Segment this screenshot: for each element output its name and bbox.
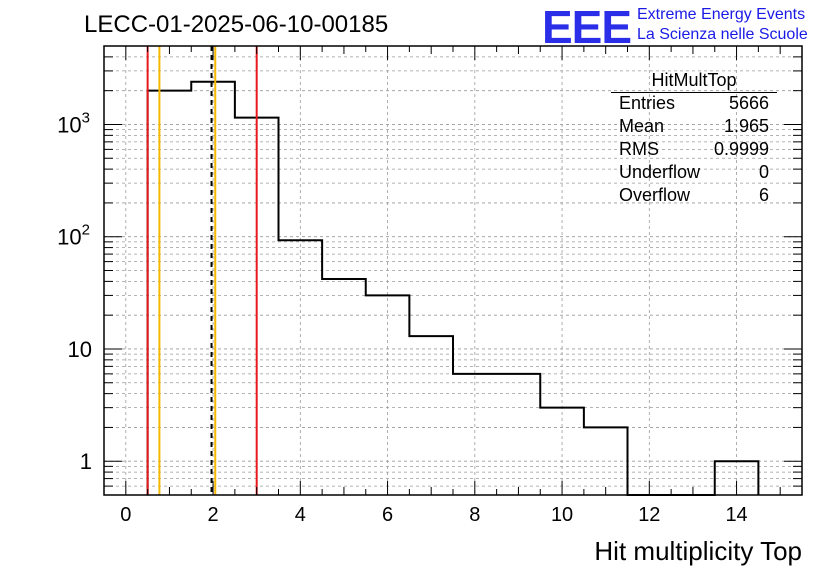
logo-mark: EEE <box>542 1 632 53</box>
stat-value: 0 <box>758 162 769 182</box>
stat-value: 0.9999 <box>713 139 769 159</box>
histogram-bin <box>366 295 410 495</box>
stats-divider <box>611 92 777 93</box>
x-tick-label: 0 <box>120 504 131 526</box>
x-tick-label: 10 <box>551 504 573 526</box>
stats-title: HitMultTop <box>651 70 737 90</box>
stat-value: 6 <box>758 185 769 205</box>
stat-label: RMS <box>619 139 659 159</box>
stat-label: Underflow <box>619 162 701 182</box>
y-tick-label: 10 <box>68 337 92 362</box>
x-axis-label: Hit multiplicity Top <box>594 536 802 566</box>
x-tick-label: 14 <box>725 504 747 526</box>
histogram-bin <box>584 427 628 495</box>
stat-value: 1.965 <box>723 116 769 136</box>
x-tick-label: 8 <box>469 504 480 526</box>
stat-value: 5666 <box>728 93 769 113</box>
x-tick-label: 12 <box>638 504 660 526</box>
histogram-bin <box>453 374 497 495</box>
stat-label: Entries <box>619 93 676 113</box>
histogram-bin <box>322 279 366 495</box>
x-tick-label: 6 <box>382 504 393 526</box>
logo-line-1: Extreme Energy Events <box>637 6 806 23</box>
histogram-bin <box>148 91 192 495</box>
histogram-bin <box>191 82 235 495</box>
chart-title: LECC-01-2025-06-10-00185 <box>84 11 389 38</box>
stats-box: HitMultTop Entries 5666 Mean 1.965 RMS 0… <box>611 70 777 208</box>
x-tick-label: 2 <box>208 504 219 526</box>
y-tick-label: 103 <box>57 109 90 137</box>
histogram-bin <box>409 336 453 495</box>
histogram-bin <box>497 374 541 495</box>
stat-row-entries: Entries 5666 <box>619 93 769 115</box>
logo-line-2: La Scienza nelle Scuole <box>637 26 808 43</box>
histogram-bin <box>279 240 323 495</box>
stat-label: Mean <box>619 116 665 136</box>
stat-label: Overflow <box>619 185 691 205</box>
y-tick-label: 1 <box>80 449 92 474</box>
y-tick-label: 102 <box>57 222 90 250</box>
stat-row-overflow: Overflow 6 <box>619 185 769 207</box>
eee-logo: EEE Extreme Energy Events La Scienza nel… <box>542 1 836 53</box>
stat-row-rms: RMS 0.9999 <box>619 139 769 161</box>
stat-row-underflow: Underflow 0 <box>619 162 769 184</box>
stat-row-mean: Mean 1.965 <box>619 116 769 138</box>
x-tick-label: 4 <box>295 504 306 526</box>
